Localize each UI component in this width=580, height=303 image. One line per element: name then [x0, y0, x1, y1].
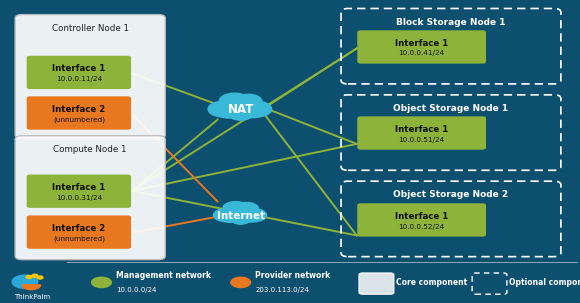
- Text: Optional component: Optional component: [509, 278, 580, 287]
- Circle shape: [219, 93, 249, 109]
- Text: Interface 2: Interface 2: [52, 224, 106, 233]
- Circle shape: [242, 212, 260, 222]
- Circle shape: [241, 208, 266, 222]
- FancyBboxPatch shape: [359, 273, 394, 294]
- FancyBboxPatch shape: [15, 136, 165, 260]
- Text: (unnumbered): (unnumbered): [53, 235, 105, 242]
- Text: Interface 1: Interface 1: [395, 125, 448, 134]
- Circle shape: [92, 277, 111, 288]
- Circle shape: [223, 201, 248, 215]
- Circle shape: [231, 277, 251, 288]
- Circle shape: [229, 108, 252, 120]
- Text: 10.0.0.11/24: 10.0.0.11/24: [56, 76, 102, 82]
- FancyBboxPatch shape: [27, 175, 131, 208]
- Text: Interface 1: Interface 1: [52, 183, 106, 192]
- Text: Core component: Core component: [396, 278, 467, 287]
- Circle shape: [234, 94, 262, 109]
- Circle shape: [241, 101, 271, 117]
- Text: Controller Node 1: Controller Node 1: [52, 24, 129, 33]
- Circle shape: [242, 106, 264, 118]
- Text: Object Storage Node 2: Object Storage Node 2: [393, 190, 509, 199]
- FancyBboxPatch shape: [357, 116, 486, 150]
- Text: 10.0.0.51/24: 10.0.0.51/24: [398, 137, 445, 142]
- FancyBboxPatch shape: [15, 15, 165, 138]
- Circle shape: [37, 276, 43, 279]
- Circle shape: [221, 213, 240, 222]
- FancyBboxPatch shape: [357, 203, 486, 237]
- Text: Compute Node 1: Compute Node 1: [53, 145, 127, 155]
- Circle shape: [12, 275, 38, 288]
- Text: Block Storage Node 1: Block Storage Node 1: [396, 18, 506, 27]
- Text: Interface 1: Interface 1: [395, 38, 448, 48]
- Text: (unnumbered): (unnumbered): [53, 116, 105, 123]
- FancyBboxPatch shape: [27, 215, 131, 249]
- Text: 10.0.0.41/24: 10.0.0.41/24: [398, 51, 445, 56]
- Circle shape: [208, 101, 238, 117]
- Text: 10.0.0.31/24: 10.0.0.31/24: [56, 195, 102, 201]
- Circle shape: [235, 202, 259, 215]
- Text: ThinkPalm: ThinkPalm: [14, 294, 50, 300]
- Text: Interface 1: Interface 1: [52, 64, 106, 73]
- Circle shape: [26, 275, 32, 278]
- Circle shape: [32, 274, 38, 277]
- Text: NAT: NAT: [227, 104, 254, 116]
- Text: Interface 2: Interface 2: [52, 105, 106, 114]
- Text: Internet: Internet: [217, 211, 264, 221]
- Wedge shape: [22, 285, 41, 290]
- Circle shape: [223, 204, 259, 223]
- Text: Object Storage Node 1: Object Storage Node 1: [393, 104, 509, 113]
- FancyBboxPatch shape: [27, 56, 131, 89]
- Circle shape: [219, 96, 262, 119]
- Text: Provider network: Provider network: [255, 271, 331, 280]
- Circle shape: [231, 214, 251, 224]
- Circle shape: [213, 208, 238, 222]
- FancyBboxPatch shape: [27, 96, 131, 130]
- Text: 203.0.113.0/24: 203.0.113.0/24: [255, 287, 309, 293]
- FancyBboxPatch shape: [357, 30, 486, 64]
- Text: 10.0.0.0/24: 10.0.0.0/24: [116, 287, 157, 293]
- Text: Interface 1: Interface 1: [395, 211, 448, 221]
- Text: 10.0.0.52/24: 10.0.0.52/24: [398, 224, 445, 229]
- Text: Management network: Management network: [116, 271, 211, 280]
- Circle shape: [218, 107, 239, 118]
